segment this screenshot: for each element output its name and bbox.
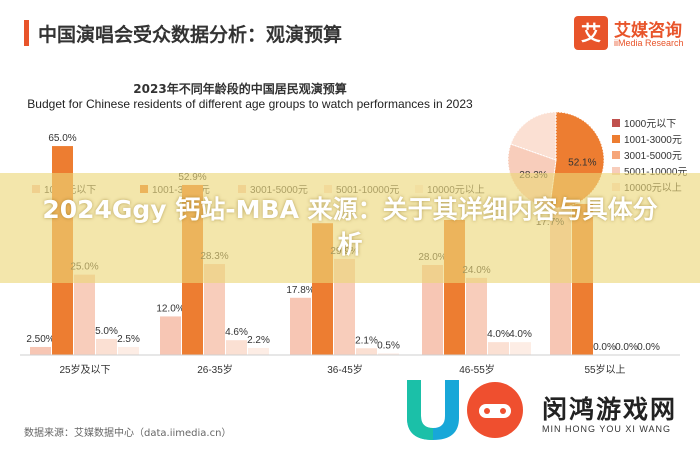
bar — [118, 346, 139, 355]
data-source: 数据来源：艾媒数据中心（data.iimedia.cn） — [24, 428, 232, 439]
pie-legend-swatch — [612, 135, 620, 143]
watermark-banner — [0, 173, 700, 283]
bar-value-label: 0.0% — [615, 342, 638, 353]
watermark-logo-icon — [407, 380, 523, 440]
watermark-name: 闵鸿游戏网 — [542, 395, 678, 424]
bar — [510, 342, 531, 355]
watermark-sub: MIN HONG YOU XI WANG — [542, 424, 672, 434]
pie-legend-label: 5001-10000元 — [624, 167, 687, 178]
chart-title-cn: 2023年不同年龄段的中国居民观演预算 — [133, 82, 347, 96]
pie-legend-swatch — [612, 151, 620, 159]
bar — [422, 265, 443, 355]
pie-legend-label: 3001-5000元 — [624, 151, 682, 162]
category-label: 55岁以上 — [584, 363, 625, 376]
bar-value-label: 4.0% — [509, 329, 532, 340]
pie-legend-label: 1000元以下 — [624, 119, 676, 130]
pie-legend-swatch — [612, 167, 620, 175]
bar-value-label: 65.0% — [48, 133, 76, 144]
pie-slice — [510, 111, 557, 161]
pie-legend-swatch — [612, 119, 620, 127]
bar — [204, 264, 225, 355]
bar — [356, 348, 377, 355]
bar-value-label: 17.8% — [286, 285, 314, 296]
bar — [74, 274, 95, 355]
bar-value-label: 2.1% — [355, 335, 378, 346]
bar-value-label: 4.6% — [225, 327, 248, 338]
category-label: 36-45岁 — [327, 363, 363, 376]
bar — [96, 338, 117, 355]
bar — [30, 346, 51, 355]
chart-title-en: Budget for Chinese residents of differen… — [27, 97, 473, 111]
category-label: 46-55岁 — [459, 363, 495, 376]
bar-value-label: 2.5% — [117, 334, 140, 345]
bar — [466, 277, 487, 355]
bar-value-label: 5.0% — [95, 326, 118, 337]
pie-label: 52.1% — [568, 158, 596, 169]
bar — [378, 353, 399, 355]
pie-legend-label: 1001-3000元 — [624, 135, 682, 146]
bar — [248, 347, 269, 355]
banner-text: 2024Ggy 钙站-MBA 来源：关于其详细内容与具体分析 — [42, 195, 658, 259]
bar — [226, 340, 247, 355]
brand-logo: 艾 艾媒咨询 iiMedia Research — [574, 14, 694, 54]
bar-value-label: 4.0% — [487, 329, 510, 340]
bar-value-label: 2.50% — [26, 334, 54, 345]
title-accent-bar — [24, 20, 29, 46]
category-label: 25岁及以下 — [59, 363, 110, 376]
brand-name-cn: 艾媒咨询 — [614, 21, 682, 41]
bar — [160, 316, 181, 355]
brand-mark-icon: 艾 — [574, 16, 608, 50]
bar-value-label: 2.2% — [247, 335, 270, 346]
bar-value-label: 0.5% — [377, 340, 400, 351]
bar — [290, 297, 311, 355]
bar — [488, 342, 509, 355]
bar-value-label: 0.0% — [637, 342, 660, 353]
bar-value-label: 0.0% — [593, 342, 616, 353]
bar-value-label: 12.0% — [156, 303, 184, 314]
page-title: 中国演唱会受众数据分析：观演预算 — [38, 24, 343, 46]
brand-name-en: iiMedia Research — [614, 38, 684, 48]
category-label: 26-35岁 — [197, 363, 233, 376]
